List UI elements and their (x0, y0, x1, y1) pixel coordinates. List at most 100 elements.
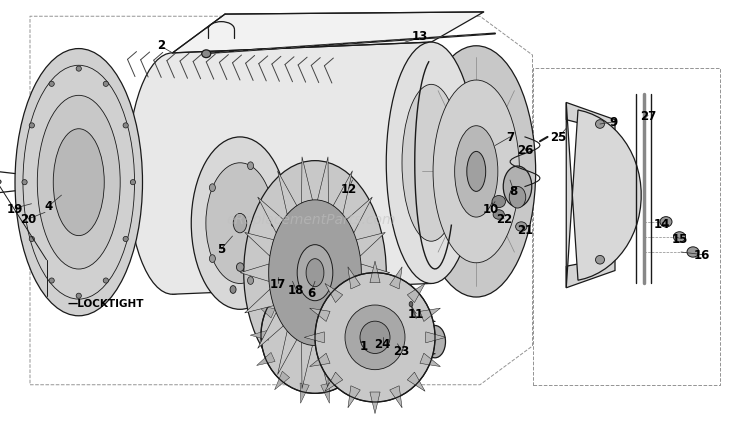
Polygon shape (356, 289, 386, 313)
Ellipse shape (503, 167, 532, 208)
Ellipse shape (206, 163, 274, 284)
Polygon shape (333, 172, 352, 215)
Text: 9: 9 (609, 116, 618, 129)
Ellipse shape (674, 232, 686, 243)
Polygon shape (370, 392, 380, 414)
Polygon shape (172, 43, 431, 295)
Ellipse shape (22, 180, 27, 185)
Polygon shape (278, 331, 297, 375)
Ellipse shape (236, 263, 244, 272)
Text: 25: 25 (550, 131, 567, 144)
Ellipse shape (248, 163, 254, 170)
Text: eReplacementParts.com: eReplacementParts.com (226, 212, 396, 226)
Polygon shape (361, 264, 390, 282)
Text: 13: 13 (412, 30, 428, 43)
Ellipse shape (29, 237, 34, 242)
Polygon shape (317, 343, 328, 389)
Ellipse shape (687, 247, 699, 258)
Ellipse shape (104, 278, 109, 283)
Ellipse shape (230, 286, 236, 294)
Text: 16: 16 (694, 249, 710, 261)
Text: 12: 12 (340, 183, 357, 196)
Text: 2: 2 (158, 39, 165, 52)
Ellipse shape (410, 302, 413, 307)
Ellipse shape (123, 123, 128, 129)
Polygon shape (258, 198, 284, 233)
Text: 23: 23 (393, 344, 410, 357)
Text: 26: 26 (517, 144, 533, 157)
Polygon shape (310, 353, 330, 367)
Ellipse shape (297, 245, 333, 301)
Ellipse shape (272, 220, 278, 227)
Ellipse shape (233, 214, 247, 233)
Ellipse shape (424, 326, 445, 358)
Polygon shape (355, 353, 374, 366)
Ellipse shape (509, 187, 526, 209)
Polygon shape (256, 305, 275, 318)
Ellipse shape (360, 322, 390, 353)
Polygon shape (355, 305, 374, 318)
Ellipse shape (130, 180, 136, 185)
Text: 10: 10 (483, 202, 500, 215)
Text: 4: 4 (45, 200, 53, 213)
Ellipse shape (15, 49, 142, 316)
Text: 14: 14 (653, 217, 670, 230)
Text: 11: 11 (408, 307, 424, 320)
Polygon shape (407, 284, 425, 303)
Ellipse shape (29, 123, 34, 129)
Polygon shape (407, 372, 425, 391)
Polygon shape (251, 330, 268, 341)
Ellipse shape (261, 277, 369, 393)
Polygon shape (310, 308, 330, 322)
Ellipse shape (386, 43, 476, 284)
Text: —LOCKTIGHT: —LOCKTIGHT (68, 298, 144, 308)
Ellipse shape (104, 82, 109, 87)
Ellipse shape (494, 210, 504, 220)
Ellipse shape (244, 161, 386, 385)
Ellipse shape (433, 81, 520, 263)
Ellipse shape (202, 51, 211, 58)
Polygon shape (346, 198, 372, 233)
Text: 6: 6 (308, 286, 315, 299)
Text: 21: 21 (517, 224, 533, 236)
Polygon shape (317, 157, 328, 203)
Ellipse shape (596, 256, 604, 264)
Polygon shape (244, 289, 274, 313)
Ellipse shape (454, 126, 498, 218)
Text: 18: 18 (288, 284, 304, 297)
Polygon shape (420, 308, 440, 322)
Ellipse shape (209, 255, 215, 263)
Polygon shape (348, 267, 360, 289)
Ellipse shape (38, 96, 120, 269)
Polygon shape (300, 383, 309, 403)
Polygon shape (390, 386, 402, 408)
Polygon shape (240, 264, 269, 282)
Polygon shape (300, 267, 309, 288)
Polygon shape (566, 103, 641, 288)
Polygon shape (321, 383, 330, 403)
Polygon shape (340, 372, 356, 390)
Text: 5: 5 (217, 243, 225, 256)
Polygon shape (304, 332, 324, 343)
Ellipse shape (492, 196, 506, 208)
Ellipse shape (315, 273, 435, 402)
Ellipse shape (191, 138, 289, 310)
Ellipse shape (49, 82, 54, 87)
Ellipse shape (660, 217, 672, 227)
Ellipse shape (402, 85, 460, 242)
Polygon shape (274, 372, 290, 390)
Polygon shape (256, 353, 275, 366)
Polygon shape (274, 281, 290, 299)
Ellipse shape (209, 184, 215, 192)
Polygon shape (566, 103, 615, 288)
Polygon shape (348, 386, 360, 408)
Polygon shape (362, 330, 380, 341)
Polygon shape (370, 261, 380, 283)
Polygon shape (390, 267, 402, 289)
Text: 22: 22 (496, 213, 512, 226)
Ellipse shape (53, 129, 104, 236)
Polygon shape (302, 157, 313, 203)
Ellipse shape (596, 120, 604, 129)
Polygon shape (278, 172, 297, 215)
Text: 7: 7 (506, 131, 514, 144)
